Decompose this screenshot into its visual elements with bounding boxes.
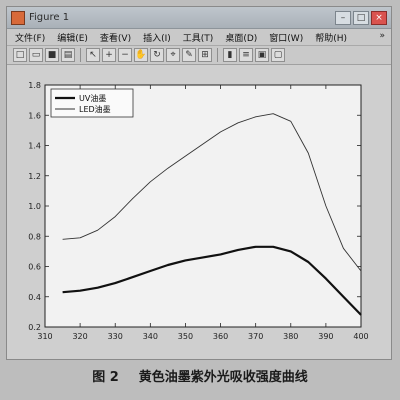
x-tick-label: 380 (283, 332, 298, 341)
legend-label-1: LED油墨 (79, 104, 111, 114)
series-line-1 (62, 113, 362, 272)
y-tick-label: 1.2 (28, 172, 41, 181)
x-tick-label: 320 (72, 332, 87, 341)
y-tick-label: 1.6 (28, 111, 41, 120)
y-tick-label: 1.4 (28, 142, 41, 151)
pointer-icon[interactable]: ↖ (86, 48, 100, 62)
data-cursor-icon[interactable]: ⌖ (166, 48, 180, 62)
menu-item-3[interactable]: 插入(I) (143, 33, 171, 44)
new-figure-icon[interactable]: □ (13, 48, 27, 62)
y-tick-label: 0.6 (28, 263, 41, 272)
x-tick-label: 370 (248, 332, 263, 341)
y-tick-label: 0.2 (28, 323, 41, 332)
menu-item-1[interactable]: 编辑(E) (57, 33, 88, 44)
close-button[interactable]: × (371, 10, 387, 25)
y-tick-label: 0.4 (28, 293, 41, 302)
colorbar-icon[interactable]: ▮ (223, 48, 237, 62)
hide-plot-tools-icon[interactable]: ▣ (255, 48, 269, 62)
x-tick-label: 390 (318, 332, 333, 341)
absorption-chart: 310 320 330 340 350 360 370 380 390 400 0.2 0.4 0.6 0… (28, 81, 368, 341)
x-tick-label: 340 (143, 332, 158, 341)
zoom-in-icon[interactable]: + (102, 48, 116, 62)
legend-label-0: UV油墨 (79, 93, 106, 103)
x-tick-label: 400 (353, 332, 368, 341)
maximize-button[interactable]: □ (353, 10, 369, 25)
legend-icon[interactable]: ≡ (239, 48, 253, 62)
window-title: Figure 1 (29, 12, 70, 23)
figure-toolbar: □ ▭ ■ ▤ ↖ + − ✋ ↻ ⌖ ✎ ⊞ ▮ ≡ ▣ ▢ (7, 46, 391, 65)
y-tick-label: 0.8 (28, 232, 41, 241)
figure-window: Figure 1 – □ × 文件(F) 编辑(E) 查看(V) 插入(I) 工具(T)… (6, 6, 392, 360)
toolbar-separator (80, 48, 81, 62)
y-tick-label: 1.0 (28, 202, 41, 211)
menu-item-2[interactable]: 查看(V) (99, 33, 132, 44)
zoom-out-icon[interactable]: − (118, 48, 132, 62)
print-icon[interactable]: ▤ (61, 48, 75, 62)
minimize-button[interactable]: – (335, 10, 351, 25)
open-file-icon[interactable]: ▭ (29, 48, 43, 62)
rotate-icon[interactable]: ↻ (150, 48, 164, 62)
pan-icon[interactable]: ✋ (134, 48, 148, 62)
figure-caption-text: 黄色油墨紫外光吸收强度曲线 (138, 370, 308, 385)
figure-caption: 图 2 黄色油墨紫外光吸收强度曲线 (0, 366, 400, 385)
plot-area: 310 320 330 340 350 360 370 380 390 400 0.2 0.4 0.6 0… (7, 65, 391, 359)
show-plot-tools-icon[interactable]: ▢ (271, 48, 285, 62)
axes-box (44, 84, 362, 328)
menu-item-5[interactable]: 桌面(D) (225, 33, 258, 44)
matlab-icon (11, 10, 25, 25)
x-tick-label: 330 (108, 332, 123, 341)
series-line-0 (62, 245, 362, 316)
title-bar: Figure 1 – □ × (7, 7, 391, 29)
legend-box (50, 88, 134, 118)
y-tick-label: 1.8 (28, 81, 41, 90)
x-tick-label: 310 (37, 332, 52, 341)
menu-item-6[interactable]: 窗口(W) (269, 33, 304, 44)
menu-item-7[interactable]: 帮助(H) (315, 33, 347, 44)
menu-overflow-icon[interactable]: » (379, 31, 385, 41)
brush-icon[interactable]: ✎ (182, 48, 196, 62)
x-tick-label: 360 (213, 332, 228, 341)
menu-item-0[interactable]: 文件(F) (15, 33, 46, 44)
x-tick-label: 350 (178, 332, 193, 341)
toolbar-separator (217, 48, 218, 62)
link-icon[interactable]: ⊞ (198, 48, 212, 62)
figure-number: 图 2 (92, 370, 119, 385)
menu-item-4[interactable]: 工具(T) (182, 33, 214, 44)
save-icon[interactable]: ■ (45, 48, 59, 62)
menu-bar: 文件(F) 编辑(E) 查看(V) 插入(I) 工具(T) 桌面(D) 窗口(W) 帮助(H) (7, 29, 391, 46)
